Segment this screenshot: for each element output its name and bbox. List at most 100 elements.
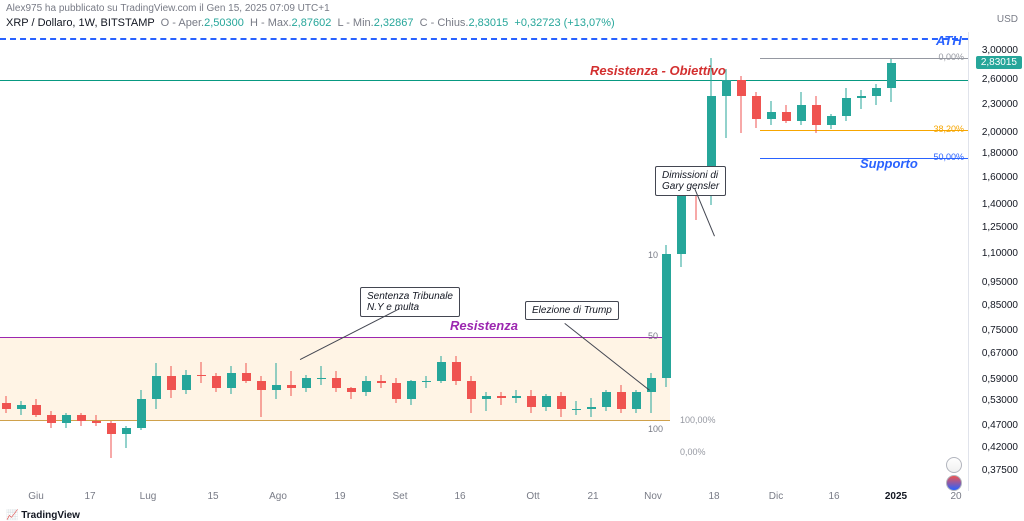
candle <box>512 390 521 403</box>
y-tick: 0,47000 <box>982 420 1018 431</box>
target-label: Resistenza - Obiettivo <box>590 63 726 78</box>
fib-label: 50,00% <box>933 152 964 162</box>
footer-text: TradingView <box>21 510 80 521</box>
candle <box>542 394 551 411</box>
candle <box>227 366 236 393</box>
y-tick: 1,60000 <box>982 172 1018 183</box>
candle <box>872 84 881 105</box>
y-tick: 1,25000 <box>982 222 1018 233</box>
change-val: +0,32723 (+13,07%) <box>514 17 614 29</box>
candle <box>647 373 656 413</box>
candle <box>887 59 896 102</box>
candle <box>527 390 536 413</box>
candle <box>557 392 566 417</box>
x-tick: Ott <box>526 491 539 502</box>
y-tick: 0,95000 <box>982 277 1018 288</box>
fib-label: 38,20% <box>933 124 964 134</box>
x-axis: Giu17Lug15Ago19Set16Ott21Nov18Dic1620252… <box>0 491 968 507</box>
candle <box>92 415 101 425</box>
line-fib0 <box>760 58 968 59</box>
candle <box>632 390 641 413</box>
candle <box>857 90 866 110</box>
x-tick: Giu <box>28 491 44 502</box>
callout-dimissioni: Dimissioni diGary gensler <box>655 166 726 196</box>
fib-label: 0,00% <box>938 52 964 62</box>
candle <box>272 363 281 399</box>
candle <box>422 376 431 388</box>
line-target <box>0 80 968 81</box>
candle <box>497 392 506 405</box>
candle <box>167 366 176 397</box>
candle <box>137 390 146 430</box>
fib-number: 10 <box>648 250 658 260</box>
candle <box>287 371 296 395</box>
footer-logo: 📈 TradingView <box>6 510 80 521</box>
candle <box>482 392 491 411</box>
x-tick: 16 <box>454 491 465 502</box>
candle <box>152 363 161 409</box>
candle <box>47 411 56 428</box>
h-label: H - Max. <box>250 17 292 29</box>
fib-label: 0,00% <box>680 447 706 457</box>
callout-sentenza: Sentenza TribunaleN.Y e multa <box>360 287 460 317</box>
ath-label: ATH <box>936 33 962 48</box>
fib-number: 50 <box>648 331 658 341</box>
candle <box>242 363 251 383</box>
x-tick: 15 <box>207 491 218 502</box>
y-tick: 1,10000 <box>982 248 1018 259</box>
y-tick: 0,53000 <box>982 395 1018 406</box>
candle <box>257 376 266 417</box>
candle <box>392 378 401 403</box>
candle <box>62 413 71 428</box>
y-axis-title: USD <box>997 14 1018 25</box>
line-ath <box>0 38 968 40</box>
ohlc-bar: XRP / Dollaro, 1W, BITSTAMP O - Aper.2,5… <box>6 17 615 29</box>
badge-icon <box>946 457 962 473</box>
symbol: XRP / Dollaro, 1W, BITSTAMP <box>6 17 155 29</box>
o-label: O - Aper. <box>161 17 204 29</box>
candle <box>362 376 371 395</box>
candle <box>347 387 356 400</box>
x-tick: 2025 <box>885 491 907 502</box>
candle <box>122 426 131 449</box>
candle <box>332 371 341 392</box>
candle <box>602 390 611 411</box>
candle <box>467 376 476 413</box>
y-tick: 0,75000 <box>982 325 1018 336</box>
line-resistance <box>0 337 670 338</box>
y-tick: 0,67000 <box>982 348 1018 359</box>
x-tick: 17 <box>84 491 95 502</box>
y-tick: 1,40000 <box>982 199 1018 210</box>
candle <box>77 413 86 425</box>
candle <box>767 101 776 126</box>
fib-label: 100,00% <box>680 415 716 425</box>
candle <box>842 88 851 121</box>
y-tick: 2,00000 <box>982 127 1018 138</box>
y-tick: 0,85000 <box>982 300 1018 311</box>
x-tick: Dic <box>769 491 783 502</box>
candle <box>452 356 461 385</box>
candle <box>782 105 791 123</box>
candle <box>812 96 821 133</box>
x-tick: 21 <box>587 491 598 502</box>
candle <box>17 401 26 415</box>
c-label: C - Chius. <box>420 17 469 29</box>
chart-area[interactable]: 0,00%38,20%50,00%100,00%0,00%1005010ATHR… <box>0 32 968 491</box>
l-label: L - Min. <box>337 17 373 29</box>
y-tick: 0,37500 <box>982 465 1018 476</box>
candle <box>212 373 221 392</box>
candle <box>587 398 596 418</box>
publish-text: Alex975 ha pubblicato su TradingView.com… <box>6 3 330 14</box>
candle <box>32 399 41 417</box>
x-tick: 19 <box>334 491 345 502</box>
o-val: 2,50300 <box>204 17 244 29</box>
supporto-label: Supporto <box>860 156 918 171</box>
l-val: 2,32867 <box>374 17 414 29</box>
candle <box>827 114 836 129</box>
candle <box>2 396 11 413</box>
c-val: 2,83015 <box>469 17 509 29</box>
x-tick: Nov <box>644 491 662 502</box>
candle <box>737 76 746 133</box>
x-tick: 20 <box>950 491 961 502</box>
callout-elezione: Elezione di Trump <box>525 301 619 320</box>
